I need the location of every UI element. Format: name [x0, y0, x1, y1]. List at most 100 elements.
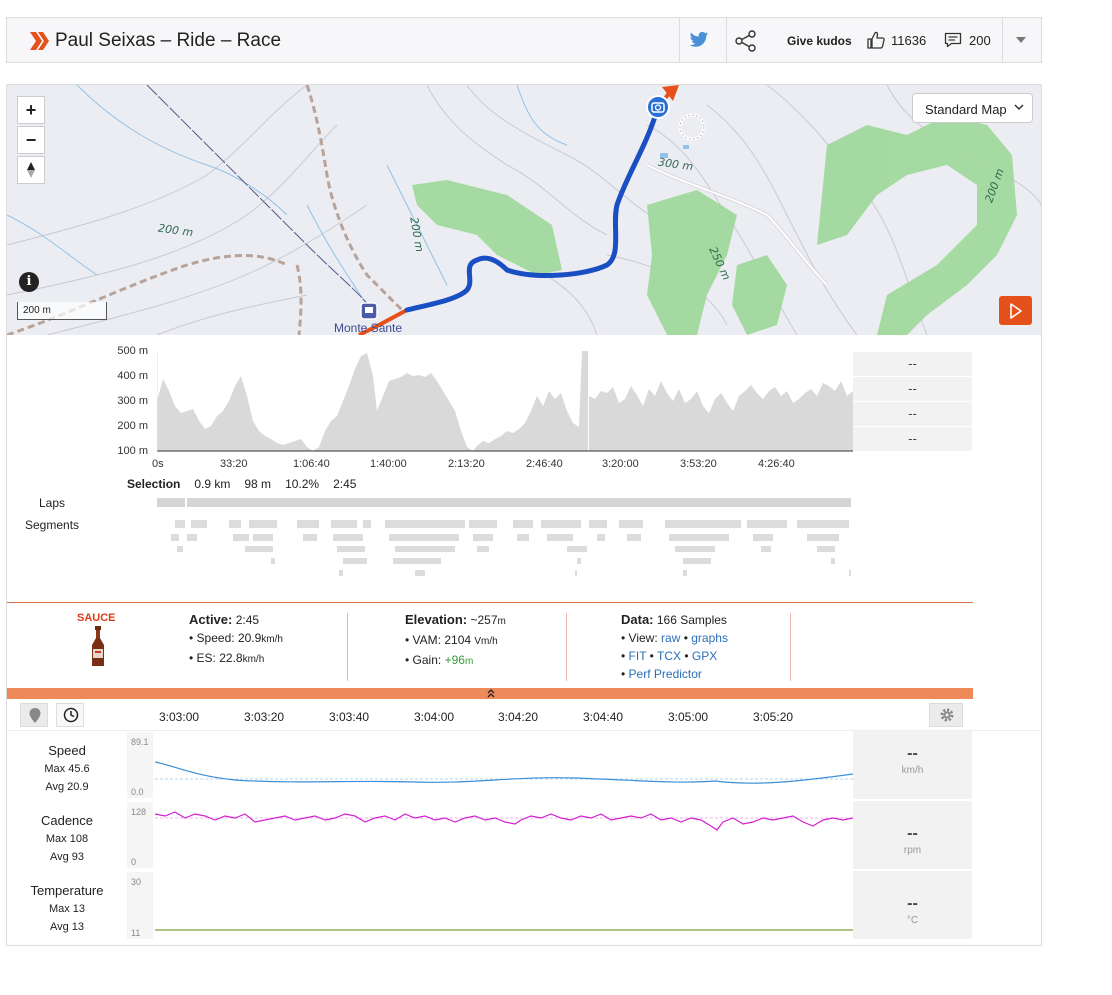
sauce-bottle-icon — [92, 626, 104, 666]
laps-segments-track[interactable] — [157, 498, 854, 580]
map-canvas[interactable] — [7, 85, 1041, 335]
speed-axis-min: 0.0 — [131, 787, 144, 797]
elevation-y-tick: 400 m — [117, 370, 148, 382]
elevation-y-tick: 500 m — [117, 345, 148, 357]
divider — [1002, 18, 1003, 62]
twitter-icon[interactable] — [689, 31, 709, 49]
elevation-x-tick: 0s — [152, 458, 164, 470]
series-avg: Avg 93 — [49, 851, 85, 863]
collapse-up-icon — [487, 689, 495, 698]
map-scale-label: 200 m — [23, 305, 51, 316]
view-label: View: — [628, 631, 658, 645]
zoom-in-button[interactable]: + — [17, 96, 45, 124]
time-axis-tick: 3:03:40 — [329, 710, 370, 724]
zoom-out-button[interactable]: − — [17, 126, 45, 154]
selection-label: Selection — [127, 477, 181, 491]
time-axis-tick: 3:03:20 — [244, 710, 285, 724]
temperature-readout-value: -- — [907, 895, 918, 912]
tcx-link[interactable]: TCX — [656, 649, 681, 663]
settings-button[interactable] — [929, 703, 963, 727]
perf-predictor-link[interactable]: Perf Predictor — [628, 667, 702, 681]
cadence-axis — [127, 802, 153, 868]
active-value: 2:45 — [235, 613, 260, 627]
selection-elevation: 98 m — [244, 477, 272, 491]
series-max: Max 108 — [45, 833, 89, 845]
kudos-count[interactable]: 11636 — [891, 33, 927, 48]
route-map[interactable]: 300 m 200 m 200 m 250 m 200 m Monte Sant… — [7, 85, 1041, 335]
map-type-select[interactable]: Standard Map — [912, 93, 1033, 123]
gpx-link[interactable]: GPX — [691, 649, 718, 663]
lap-bar — [157, 498, 185, 507]
share-icon[interactable] — [735, 30, 757, 52]
laps-label: Laps — [39, 496, 66, 510]
gain-unit: m — [464, 656, 474, 667]
series-avg: Avg 13 — [49, 921, 85, 933]
panel-collapse-bar[interactable] — [7, 688, 973, 699]
time-mode-button[interactable] — [56, 703, 84, 727]
elevation-x-tick: 2:13:20 — [448, 458, 485, 470]
series-name: Speed — [48, 743, 86, 758]
elevation-stat: -- — [853, 377, 972, 402]
elevation-y-tick: 100 m — [117, 445, 148, 457]
series-max: Max 13 — [48, 903, 86, 915]
elevation-x-tick: 3:20:00 — [602, 458, 639, 470]
series-name: Temperature — [30, 883, 104, 898]
comment-icon[interactable] — [944, 32, 962, 48]
es-unit: km/h — [242, 654, 265, 665]
selection-time: 2:45 — [333, 477, 357, 491]
active-column: Active: 2:45 • Speed: 20.9km/h • ES: 22.… — [189, 612, 283, 665]
compass-icon — [27, 162, 35, 178]
series-avg: Avg 20.9 — [45, 781, 89, 793]
divider — [790, 613, 791, 681]
segments-label: Segments — [25, 518, 80, 532]
comment-count[interactable]: 200 — [969, 33, 991, 48]
gain-value: +96 — [444, 653, 465, 667]
data-samples: 166 Samples — [656, 613, 727, 627]
give-kudos-button[interactable]: Give kudos — [787, 34, 852, 48]
divider — [679, 18, 680, 62]
speed-readout-unit: km/h — [901, 765, 924, 776]
time-axis-tick: 3:05:20 — [753, 710, 794, 724]
elevation-column: Elevation: ~257m • VAM: 2104 Vm/h • Gain… — [405, 612, 506, 667]
fit-link[interactable]: FIT — [628, 649, 647, 663]
selection-summary: Selection 0.9 km 98 m 10.2% 2:45 — [127, 477, 370, 491]
view-graphs-link[interactable]: graphs — [691, 631, 728, 645]
thumbs-up-icon[interactable] — [867, 31, 885, 49]
elevation-chart[interactable] — [157, 351, 854, 459]
time-axis-tick: 3:04:40 — [583, 710, 624, 724]
elevation-x-tick: 4:26:40 — [758, 458, 795, 470]
series-max: Max 45.6 — [44, 763, 90, 775]
es-value: 22.8 — [219, 651, 243, 665]
elevation-unit: m — [497, 616, 506, 627]
data-column: Data: 166 Samples • View: raw • graphs •… — [621, 612, 728, 681]
active-label: Active: — [189, 612, 233, 627]
info-icon[interactable]: i — [19, 272, 39, 292]
activity-header: Paul Seixas – Ride – Race Give kudos 116… — [6, 17, 1042, 63]
time-axis-tick: 3:03:00 — [159, 710, 200, 724]
clock-icon — [63, 707, 79, 723]
compass-button[interactable] — [17, 156, 45, 184]
selection-distance: 0.9 km — [194, 477, 231, 491]
cadence-chart[interactable] — [155, 802, 853, 868]
play-route-button[interactable] — [999, 296, 1032, 325]
speed-axis-max: 89.1 — [131, 737, 149, 747]
elevation-x-tick: 1:40:00 — [370, 458, 407, 470]
view-raw-link[interactable]: raw — [661, 631, 681, 645]
map-pin-icon — [29, 708, 41, 723]
chevron-down-icon[interactable] — [1015, 36, 1027, 44]
elevation-x-tick: 33:20 — [220, 458, 248, 470]
elevation-x-tick: 3:53:20 — [680, 458, 717, 470]
gear-icon — [940, 708, 954, 722]
analysis-toolbar: 3:03:00 3:03:20 3:03:40 3:04:00 3:04:20 … — [7, 700, 1041, 731]
speed-readout: -- km/h — [853, 731, 972, 799]
lap-bar — [187, 498, 851, 507]
elevation-stat: -- — [853, 402, 972, 427]
elevation-y-tick: 200 m — [117, 420, 148, 432]
temperature-chart[interactable] — [155, 872, 853, 939]
elevation-stat: -- — [853, 427, 972, 452]
chevron-down-icon — [1014, 104, 1024, 111]
distance-mode-button[interactable] — [20, 703, 48, 727]
elevation-x-tick: 1:06:40 — [293, 458, 330, 470]
place-label: Monte Sante — [334, 321, 403, 335]
speed-chart[interactable] — [155, 732, 853, 798]
